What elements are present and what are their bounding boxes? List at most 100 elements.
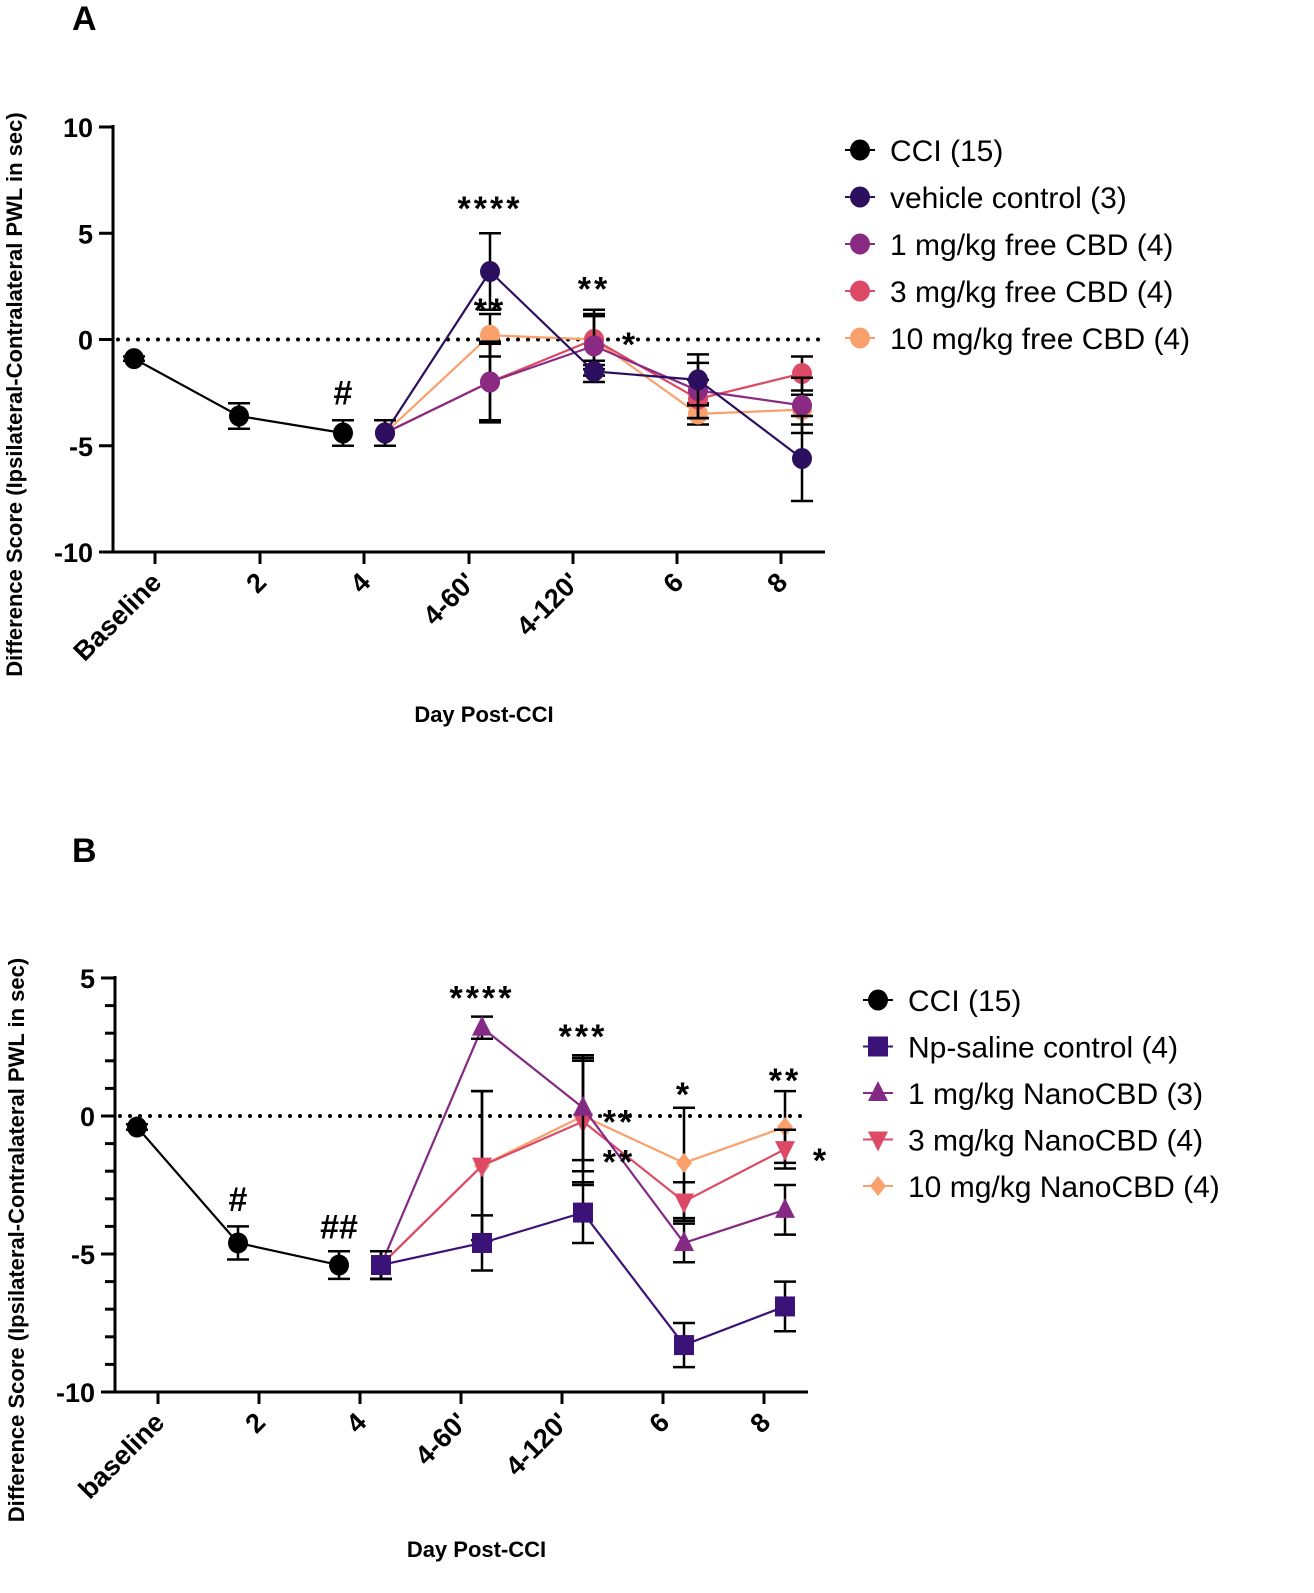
legend-marker (870, 1176, 886, 1196)
significance-annotation: **** (450, 979, 515, 1017)
series-1 (374, 232, 813, 503)
y-axis-title: Difference Score (Ipsilateral-Contralate… (4, 958, 29, 1522)
x-axis-title: Day Post-CCI (407, 1537, 546, 1562)
y-tick-label: 10 (63, 113, 93, 143)
data-point (472, 1232, 492, 1253)
data-point (792, 394, 812, 416)
data-point (329, 1254, 349, 1276)
legend-label: CCI (15) (890, 135, 1003, 168)
legend-label: 10 mg/kg NanoCBD (4) (908, 1171, 1220, 1204)
data-point (775, 1296, 795, 1317)
legend-item: 10 mg/kg free CBD (4) (845, 323, 1190, 356)
data-point (584, 360, 604, 382)
significance-annotation: * (676, 1076, 692, 1114)
x-tick-label: 4-60' (409, 1407, 473, 1471)
legend-item: 1 mg/kg NanoCBD (3) (863, 1078, 1203, 1111)
legend-label: Np-saline control (4) (908, 1032, 1178, 1065)
data-point (480, 371, 500, 393)
data-point (584, 335, 604, 357)
x-tick-label: 4-120' (511, 567, 586, 642)
legend-marker (868, 989, 888, 1011)
legend-item: 10 mg/kg NanoCBD (4) (863, 1171, 1220, 1204)
data-point (472, 1157, 492, 1178)
series-0 (126, 1116, 350, 1281)
significance-annotation: * (813, 1142, 829, 1180)
data-point (480, 261, 500, 282)
legend-marker (850, 139, 870, 161)
x-tick-label: 4-60' (417, 567, 481, 631)
legend-label: 10 mg/kg free CBD (4) (890, 323, 1190, 356)
significance-annotation: * (622, 326, 638, 364)
y-tick-label: 5 (78, 219, 93, 249)
significance-annotation: # (229, 1181, 248, 1219)
data-point (127, 1116, 147, 1138)
data-point (775, 1141, 795, 1162)
legend-marker (850, 327, 870, 349)
x-tick-label: 6 (643, 1407, 675, 1439)
x-tick-label: 4 (340, 1407, 372, 1439)
y-tick-label: -10 (56, 1378, 95, 1408)
data-point (228, 1232, 248, 1254)
legend-label: CCI (15) (908, 985, 1021, 1018)
x-tick-label: 8 (744, 1407, 776, 1439)
legend: CCI (15) Np-saline control (4) 1 mg/kg Nan… (863, 985, 1220, 1204)
legend-label: 1 mg/kg NanoCBD (3) (908, 1078, 1203, 1111)
data-point (333, 422, 353, 444)
legend-marker (868, 1131, 888, 1152)
legend-item: 3 mg/kg free CBD (4) (845, 276, 1173, 309)
x-tick-label: 2 (239, 1407, 271, 1439)
legend-marker (850, 280, 870, 302)
legend-label: vehicle control (3) (890, 182, 1127, 215)
x-tick-label: 4-120' (500, 1407, 575, 1482)
legend-marker (868, 1081, 888, 1101)
data-point (676, 1152, 692, 1173)
y-tick-label: -10 (54, 538, 93, 568)
data-point (674, 1335, 694, 1356)
legend-item: vehicle control (3) (845, 182, 1127, 215)
legend-marker (850, 186, 870, 208)
data-point (573, 1095, 593, 1116)
y-tick-label: 5 (80, 964, 95, 994)
x-tick-label: baseline (73, 1407, 171, 1505)
significance-annotation: ## (320, 1208, 358, 1246)
legend-marker (868, 1036, 888, 1057)
data-point (229, 405, 249, 427)
legend: CCI (15) vehicle control (3) 1 mg/kg free … (845, 135, 1190, 356)
data-point (775, 1197, 795, 1218)
data-point (371, 1255, 391, 1276)
significance-annotation: ** (769, 1062, 801, 1100)
data-point (573, 1202, 593, 1223)
series-1 (370, 1180, 796, 1369)
legend-label: 3 mg/kg NanoCBD (4) (908, 1125, 1203, 1158)
legend-item: CCI (15) (863, 985, 1021, 1018)
data-point (688, 369, 708, 391)
y-tick-label: 0 (78, 326, 93, 356)
significance-annotation: ** (603, 1104, 635, 1142)
legend-label: 3 mg/kg free CBD (4) (890, 276, 1173, 309)
y-tick-label: -5 (69, 432, 93, 462)
series-0 (123, 348, 354, 447)
x-axis-title: Day Post-CCI (414, 702, 553, 727)
x-tick-label: 8 (761, 567, 793, 599)
legend-marker (850, 233, 870, 255)
x-tick-label: Baseline (67, 567, 167, 667)
significance-annotation: ** (578, 271, 610, 309)
legend-label: 1 mg/kg free CBD (4) (890, 229, 1173, 262)
data-point (792, 448, 812, 469)
y-tick-label: 0 (80, 1102, 95, 1132)
data-point (674, 1230, 694, 1251)
data-point (375, 422, 395, 444)
x-tick-label: 2 (240, 567, 272, 599)
significance-annotation: # (334, 375, 353, 413)
x-tick-label: 6 (657, 567, 689, 599)
legend-item: 1 mg/kg free CBD (4) (845, 229, 1173, 262)
significance-annotation: **** (458, 190, 523, 228)
panel-label: B (72, 832, 97, 870)
significance-annotation: ** (603, 1143, 635, 1181)
panel-label: A (72, 0, 97, 38)
data-point (777, 1117, 793, 1138)
x-tick-label: 4 (344, 567, 376, 599)
